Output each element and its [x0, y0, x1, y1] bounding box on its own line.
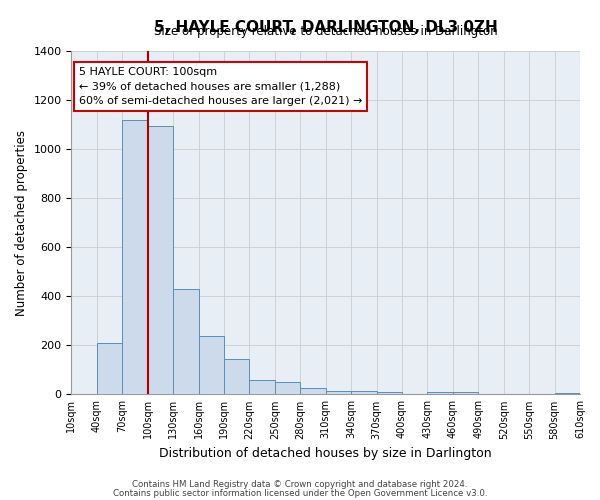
Y-axis label: Number of detached properties: Number of detached properties	[15, 130, 28, 316]
Title: 5, HAYLE COURT, DARLINGTON, DL3 0ZH: 5, HAYLE COURT, DARLINGTON, DL3 0ZH	[154, 20, 497, 35]
Bar	[453, 392, 478, 394]
Bar	[97, 343, 122, 394]
Bar	[250, 380, 275, 394]
Bar	[427, 392, 453, 394]
Bar	[300, 388, 326, 394]
Text: Contains HM Land Registry data © Crown copyright and database right 2024.: Contains HM Land Registry data © Crown c…	[132, 480, 468, 489]
Bar	[148, 126, 173, 394]
Bar	[275, 382, 300, 394]
Text: 5 HAYLE COURT: 100sqm
← 39% of detached houses are smaller (1,288)
60% of semi-d: 5 HAYLE COURT: 100sqm ← 39% of detached …	[79, 67, 362, 106]
Bar	[377, 392, 402, 394]
Bar	[173, 289, 199, 395]
Text: Size of property relative to detached houses in Darlington: Size of property relative to detached ho…	[154, 24, 497, 38]
Bar	[351, 392, 377, 394]
Bar	[122, 120, 148, 394]
Bar	[326, 391, 351, 394]
Bar	[199, 336, 224, 394]
Bar	[554, 393, 580, 394]
X-axis label: Distribution of detached houses by size in Darlington: Distribution of detached houses by size …	[160, 447, 492, 460]
Bar	[224, 359, 250, 394]
Text: Contains public sector information licensed under the Open Government Licence v3: Contains public sector information licen…	[113, 490, 487, 498]
